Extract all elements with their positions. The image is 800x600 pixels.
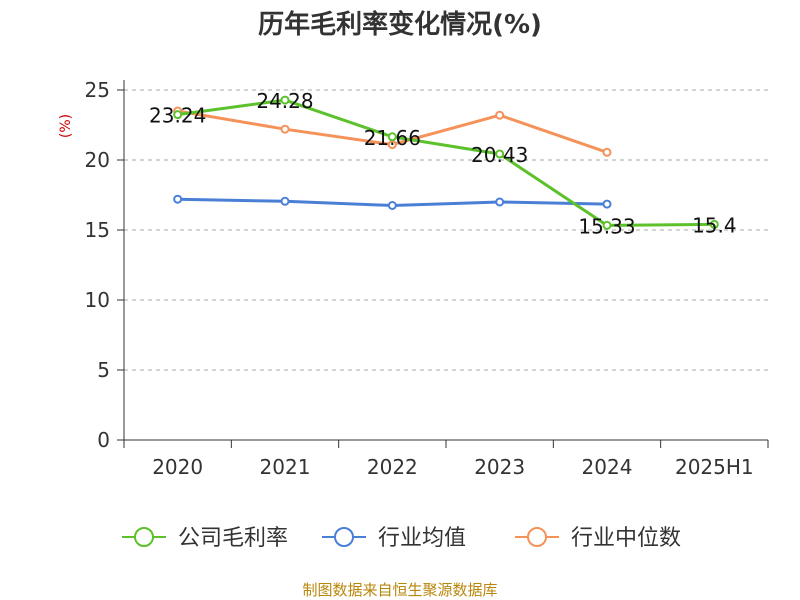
series-lines [173, 95, 719, 230]
y-tick-label: 5 [97, 358, 110, 382]
data-point [280, 196, 290, 206]
data-point [173, 194, 183, 204]
y-axis-label: (%) [58, 114, 74, 138]
data-label: 24.28 [256, 89, 313, 113]
data-label: 20.43 [471, 143, 528, 167]
data-label: 15.33 [578, 214, 635, 238]
legend-marker [527, 527, 547, 547]
y-tick-label: 20 [85, 148, 110, 172]
legend-label: 公司毛利率 [178, 526, 288, 551]
x-tick-label: 2020 [152, 455, 203, 479]
data-point [602, 147, 612, 157]
y-tick-label: 25 [85, 78, 110, 102]
data-point [602, 220, 612, 230]
legend: 公司毛利率 行业均值 行业中位数 [122, 526, 681, 551]
axes: 0 5 10 15 20 25 2020 2021 2022 2023 2024 2025H1 [85, 78, 769, 479]
legend-marker [334, 527, 354, 547]
data-point [280, 124, 290, 134]
data-labels: 23.24 24.28 21.66 20.43 15.33 15.4 [149, 89, 737, 238]
legend-label: 行业中位数 [571, 526, 681, 551]
x-tick-label: 2021 [260, 455, 311, 479]
series-line-0 [177, 98, 715, 227]
legend-marker [134, 527, 154, 547]
data-point [602, 199, 612, 209]
x-tick-label: 2023 [474, 455, 525, 479]
data-label: 15.4 [692, 213, 737, 237]
y-tick-label: 10 [85, 288, 110, 312]
data-point [495, 149, 505, 159]
data-point [709, 219, 719, 229]
data-label: 21.66 [364, 126, 421, 150]
data-point [387, 201, 397, 210]
data-point [495, 110, 505, 120]
gridlines [124, 89, 768, 371]
x-tick-label: 2024 [582, 455, 633, 479]
y-tick-label: 0 [97, 428, 110, 452]
data-point [387, 132, 397, 142]
data-point [280, 95, 290, 105]
x-tick-label: 2025H1 [675, 455, 754, 479]
x-tick-label: 2022 [367, 455, 418, 479]
source-note: 制图数据来自恒生聚源数据库 [302, 581, 497, 599]
y-tick-label: 15 [85, 218, 110, 242]
data-point [173, 110, 183, 120]
data-label: 23.24 [149, 104, 206, 128]
chart-title: 历年毛利率变化情况(%) [258, 9, 542, 40]
data-point [495, 197, 505, 207]
legend-label: 行业均值 [378, 526, 466, 551]
